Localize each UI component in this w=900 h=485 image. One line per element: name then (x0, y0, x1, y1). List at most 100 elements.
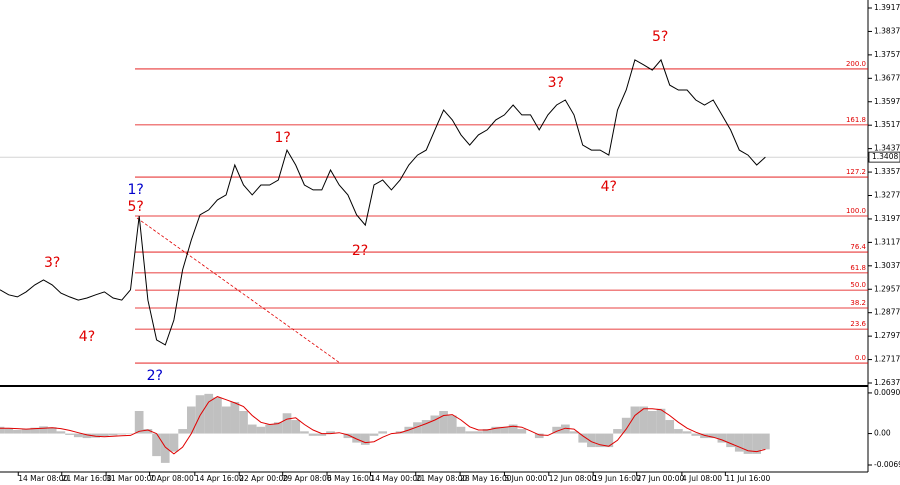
macd-bar (456, 426, 466, 434)
macd-bar (195, 395, 205, 434)
macd-bar (560, 424, 570, 434)
macd-bar (343, 433, 353, 439)
macd-bar (308, 433, 318, 436)
macd-bar (569, 431, 579, 434)
macd-bar (291, 420, 301, 434)
macd-bar (369, 433, 379, 436)
macd-bar (413, 422, 422, 434)
macd-bar (752, 433, 762, 454)
macd-bar (552, 426, 561, 434)
macd-bar (578, 433, 588, 443)
y-tick-label: 1.3437 (874, 144, 900, 153)
macd-bar (378, 431, 388, 434)
macd-bar (273, 422, 283, 434)
macd-bar (117, 433, 127, 435)
fib-label: 200.0 (846, 60, 866, 68)
macd-bar (517, 429, 527, 434)
x-tick-label: 6 May 16:00 (327, 474, 374, 483)
x-tick-label: 14 Apr 16:00 (195, 474, 244, 483)
macd-bar (256, 426, 266, 434)
fib-label: 61.8 (850, 264, 866, 272)
x-tick-label: 14 Mar 08:00 (18, 474, 68, 483)
macd-bar (439, 411, 448, 434)
macd-bar (508, 424, 518, 434)
macd-bar (30, 427, 40, 434)
y-tick-label: 1.3917 (874, 3, 900, 12)
macd-bar (474, 431, 483, 434)
macd-bar (621, 417, 631, 434)
x-tick-label: 11 Jul 16:00 (725, 474, 770, 483)
y-tick-label: 1.3277 (874, 191, 900, 200)
x-tick-label: 21 May 08:00 (416, 474, 468, 483)
macd-bar (465, 431, 475, 434)
macd-bar (587, 433, 596, 448)
x-tick-label: 14 May 00:00 (371, 474, 423, 483)
y-tick-label: 1.3357 (874, 167, 900, 176)
y-tick-label: 1.3117 (874, 237, 900, 246)
macd-bar (352, 433, 361, 443)
macd-bar (108, 433, 118, 436)
macd-bar (282, 413, 292, 434)
signal-line (0, 396, 766, 455)
macd-bar (178, 429, 187, 434)
macd-bar (152, 433, 161, 457)
wave-label: 4? (601, 179, 617, 195)
macd-bar (21, 429, 31, 434)
wave-label: 1? (128, 182, 144, 198)
macd-bar (647, 411, 657, 434)
macd-bar (317, 433, 327, 436)
fib-label: 100.0 (846, 207, 866, 215)
macd-bar (56, 431, 66, 434)
macd-bar (169, 433, 179, 452)
x-tick-label: 21 Mar 16:00 (62, 474, 112, 483)
macd-bar (247, 424, 257, 434)
trend-line (136, 217, 341, 364)
y-tick-label: 0.00 (874, 429, 891, 438)
macd-bar (500, 426, 509, 434)
y-tick-label: 1.3197 (874, 214, 900, 223)
macd-bar (674, 429, 683, 434)
macd-bar (82, 433, 92, 439)
y-tick-label: 1.3597 (874, 97, 900, 106)
x-tick-label: 27 Jun 00:00 (637, 474, 685, 483)
macd-bar (0, 426, 5, 434)
macd-bar (430, 415, 440, 434)
x-tick-label: 5 Jun 00:00 (504, 474, 547, 483)
wave-label: 3? (44, 255, 60, 271)
macd-bar (204, 393, 214, 434)
macd-bar (100, 433, 109, 437)
macd-bar (265, 424, 274, 434)
macd-bar (221, 406, 231, 434)
y-tick-label: 1.2637 (874, 378, 900, 387)
macd-bar (47, 427, 57, 434)
x-tick-label: 4 Jul 08:00 (682, 474, 722, 483)
wave-label: 1? (274, 130, 290, 146)
macd-bar (65, 433, 74, 435)
macd-bar (691, 433, 701, 436)
y-tick-label: 1.3677 (874, 73, 900, 82)
wave-label: 3? (548, 75, 564, 91)
y-tick-label: 1.3517 (874, 120, 900, 129)
fib-label: 0.0 (855, 354, 866, 362)
macd-bar (604, 433, 614, 448)
macd-bar (421, 420, 431, 434)
macd-bar (682, 431, 692, 434)
macd-bar (13, 429, 22, 434)
macd-bar (665, 420, 675, 434)
macd-bar (300, 431, 309, 434)
macd-bar (613, 429, 622, 434)
macd-bar (134, 411, 144, 434)
y-tick-label: 0.00901 (874, 388, 900, 397)
macd-bar (595, 433, 605, 448)
macd-bar (639, 406, 648, 434)
y-tick-label: 1.2877 (874, 308, 900, 317)
macd-bar (230, 401, 240, 434)
macd-bar (239, 411, 248, 434)
y-tick-label: 1.2717 (874, 355, 900, 364)
x-tick-label: 28 May 16:00 (460, 474, 512, 483)
x-tick-label: 22 Apr 00:00 (239, 474, 288, 483)
y-tick-label: 1.2797 (874, 331, 900, 340)
price-line (0, 58, 766, 346)
fib-label: 50.0 (850, 281, 866, 289)
